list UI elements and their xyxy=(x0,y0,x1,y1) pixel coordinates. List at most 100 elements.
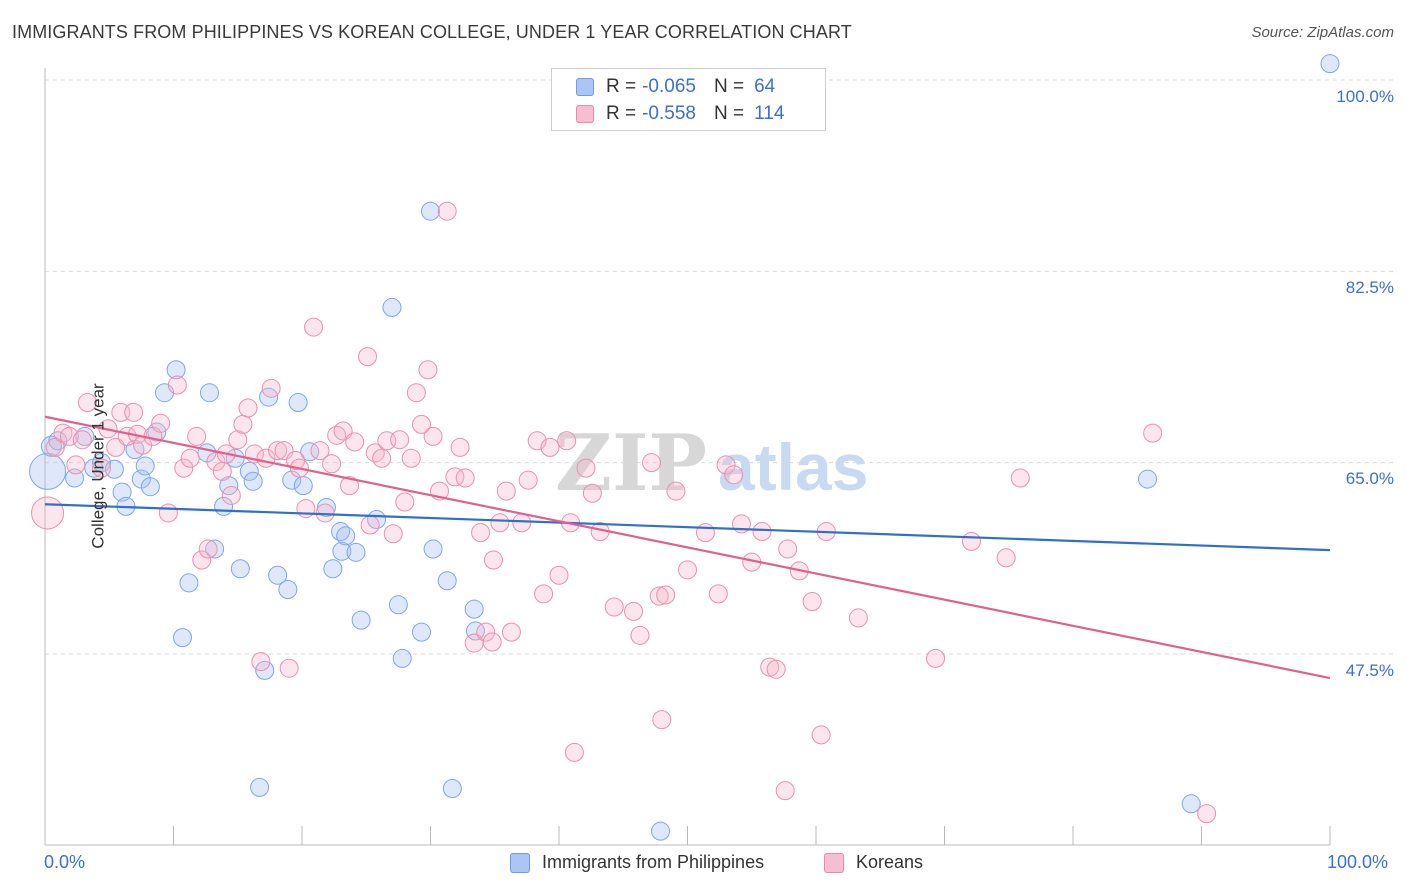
philippines-point xyxy=(332,541,352,561)
philippines-point xyxy=(388,595,408,615)
koreans-point xyxy=(360,515,380,535)
koreans-point xyxy=(604,597,624,617)
koreans-point xyxy=(576,458,596,478)
koreans-point xyxy=(482,632,502,652)
x-tick-label-max: 100.0% xyxy=(1327,852,1389,872)
philippines-point xyxy=(112,482,132,502)
philippines-point xyxy=(239,461,259,481)
philippines-trend-line xyxy=(44,503,1331,552)
koreans-point xyxy=(383,524,403,544)
koreans-point xyxy=(418,360,438,380)
n-label: N = xyxy=(713,103,745,124)
koreans-point xyxy=(59,426,79,446)
source-label: Source: ZipAtlas.com xyxy=(1251,24,1394,41)
koreans-point xyxy=(72,430,92,450)
koreans-point xyxy=(233,414,253,434)
koreans-point xyxy=(167,375,187,395)
koreans-point xyxy=(77,393,97,413)
y-tick-label: 47.5% xyxy=(1345,661,1394,680)
koreans-point xyxy=(423,426,443,446)
chart-title: IMMIGRANTS FROM PHILIPPINES VS KOREAN CO… xyxy=(12,22,852,42)
koreans-point xyxy=(401,448,421,468)
philippines-point xyxy=(140,477,160,497)
n-label: N = xyxy=(713,76,745,97)
koreans-point xyxy=(564,742,584,762)
philippines-point xyxy=(1138,469,1158,489)
koreans-point xyxy=(557,431,577,451)
koreans-point xyxy=(437,201,457,221)
legend-row-koreans: R = -0.558 N = 114 xyxy=(576,102,784,126)
koreans-point xyxy=(652,710,672,730)
koreans-point xyxy=(512,513,532,533)
koreans-point xyxy=(395,492,415,512)
r-label: R = xyxy=(606,76,637,97)
philippines-point xyxy=(464,599,484,619)
koreans-point xyxy=(365,443,385,463)
koreans-point xyxy=(92,458,112,478)
koreans-point xyxy=(151,413,171,433)
y-tick-label: 82.5% xyxy=(1345,278,1394,297)
koreans-point xyxy=(666,481,686,501)
koreans-point xyxy=(372,448,392,468)
y-tick-label: 100.0% xyxy=(1336,87,1394,106)
koreans-point xyxy=(811,725,831,745)
philippines-point xyxy=(336,526,356,546)
philippines-point xyxy=(288,393,308,413)
koreans-point xyxy=(304,317,324,337)
philippines-point xyxy=(278,579,298,599)
koreans-point xyxy=(642,453,662,473)
koreans-point xyxy=(926,648,946,668)
philippines-point xyxy=(172,628,192,648)
x-tick-label-min: 0.0% xyxy=(44,852,86,872)
series-legend: Immigrants from Philippines Koreans xyxy=(0,852,1406,878)
koreans-point xyxy=(268,441,288,461)
philippines-point xyxy=(29,452,67,490)
koreans-point xyxy=(678,560,697,580)
koreans-point xyxy=(766,659,786,679)
philippines-point xyxy=(199,383,219,403)
n-value: 114 xyxy=(754,103,785,124)
koreans-point xyxy=(187,426,207,446)
philippines-swatch xyxy=(576,78,594,96)
koreans-point xyxy=(174,458,194,478)
r-value: -0.558 xyxy=(642,103,696,124)
koreans-point xyxy=(724,465,744,485)
koreans-point xyxy=(848,608,868,628)
koreans-point xyxy=(649,586,669,606)
koreans-point xyxy=(124,402,144,422)
y-tick-label: 65.0% xyxy=(1345,469,1394,488)
koreans-point xyxy=(534,584,554,604)
koreans-point xyxy=(221,485,241,505)
legend-item-philippines: Immigrants from Philippines xyxy=(510,852,764,873)
koreans-point xyxy=(358,347,378,367)
philippines-point xyxy=(205,539,225,559)
philippines-point xyxy=(293,476,313,496)
koreans-legend-swatch xyxy=(824,852,844,873)
watermark-atlas: atlas xyxy=(718,430,868,504)
koreans-point xyxy=(251,652,271,672)
koreans-point xyxy=(540,437,560,457)
philippines-point xyxy=(230,559,250,579)
koreans-point xyxy=(180,448,200,468)
koreans-point xyxy=(261,378,281,398)
philippines-point xyxy=(243,471,263,491)
r-value: -0.065 xyxy=(642,76,696,97)
y-axis-label: College, Under 1 year xyxy=(88,383,108,549)
koreans-point xyxy=(483,550,503,570)
philippines-point xyxy=(392,648,412,668)
r-label: R = xyxy=(606,103,637,124)
legend-row-philippines: R = -0.065 N = 64 xyxy=(576,75,775,99)
philippines-point xyxy=(179,573,199,593)
philippines-point xyxy=(166,360,186,380)
philippines-point xyxy=(346,542,366,562)
philippines-legend-swatch xyxy=(510,852,530,873)
koreans-point xyxy=(695,523,715,543)
koreans-point xyxy=(1197,804,1217,824)
philippines-point xyxy=(268,565,288,585)
philippines-point xyxy=(135,456,155,476)
philippines-point xyxy=(651,821,671,841)
koreans-point xyxy=(961,531,981,551)
koreans-point xyxy=(390,430,410,450)
koreans-trend-line xyxy=(44,415,1331,680)
